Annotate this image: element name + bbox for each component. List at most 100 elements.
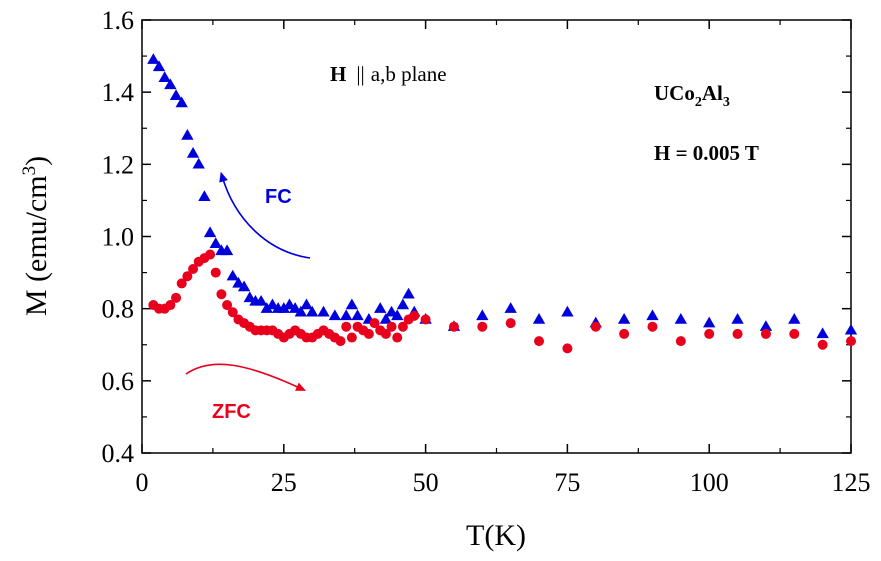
fc-data-point xyxy=(288,302,302,313)
fc-data-point xyxy=(152,60,166,72)
fc-arrow xyxy=(219,171,311,259)
zfc-data-point xyxy=(380,328,391,339)
y-axis-title-main: M (emu/cm xyxy=(20,175,53,316)
fc-data-point xyxy=(759,320,773,331)
zfc-data-point xyxy=(448,321,459,332)
x-tick-label: 50 xyxy=(413,468,439,497)
field-value-label: H = 0.005 T xyxy=(654,141,759,165)
zfc-data-point xyxy=(562,343,573,354)
zfc-data-point xyxy=(732,328,743,339)
x-axis-title: T(K) xyxy=(466,519,526,552)
x-tick-label: 75 xyxy=(554,468,580,497)
x-tick-label: 0 xyxy=(136,468,149,497)
fc-data-point xyxy=(266,298,279,310)
fc-data-point xyxy=(294,305,307,317)
fc-data-point xyxy=(243,291,256,303)
y-tick-label: 0.8 xyxy=(102,295,135,324)
zfc-data-point xyxy=(386,321,397,332)
y-tick-label: 1.0 xyxy=(102,223,135,252)
fc-data-point xyxy=(532,312,546,324)
x-axis-ticks: 0 25 50 75 100 125 xyxy=(136,20,871,497)
zfc-data-point xyxy=(789,328,800,339)
fc-data-point xyxy=(203,226,217,238)
fc-data-point xyxy=(220,244,234,256)
fc-data-point xyxy=(181,128,194,140)
zfc-data-point xyxy=(165,300,176,311)
zfc-arrow xyxy=(185,363,307,391)
fc-data-point xyxy=(385,305,398,317)
fc-data-point xyxy=(232,276,245,288)
fc-data-point xyxy=(351,309,364,321)
zfc-data-point xyxy=(335,336,346,347)
y-tick-label: 0.4 xyxy=(102,439,135,468)
zfc-data-point xyxy=(420,314,431,325)
fc-data-point xyxy=(674,312,688,324)
x-tick-label: 25 xyxy=(271,468,297,497)
fc-data-point xyxy=(340,309,353,321)
zfc-data-point xyxy=(397,321,408,332)
zfc-data-point xyxy=(409,310,420,321)
zfc-data-point xyxy=(369,318,380,329)
fc-data-point xyxy=(283,298,296,310)
zfc-series xyxy=(148,249,856,354)
zfc-data-point xyxy=(216,289,227,300)
fc-data-point xyxy=(844,323,858,335)
zfc-data-point xyxy=(188,263,199,274)
zfc-data-point xyxy=(817,339,828,350)
field-direction-plane: a,b plane xyxy=(371,62,447,86)
zfc-data-point xyxy=(619,328,630,339)
fc-data-point xyxy=(198,190,211,202)
y-axis-title-close: ) xyxy=(20,156,53,166)
x-tick-label: 125 xyxy=(832,468,871,497)
fc-data-point xyxy=(345,298,359,310)
zfc-data-point xyxy=(647,321,658,332)
compound-label: UCo2Al3 xyxy=(654,81,730,110)
fc-data-point xyxy=(328,309,342,321)
fc-data-point xyxy=(147,53,160,64)
y-tick-label: 1.2 xyxy=(102,150,135,179)
fc-data-point xyxy=(305,305,319,317)
zfc-data-point xyxy=(760,328,771,339)
fc-data-point xyxy=(396,298,410,310)
fc-data-point xyxy=(646,309,659,321)
compound-al: Al xyxy=(702,81,723,105)
zfc-data-point xyxy=(363,328,374,339)
fc-data-point xyxy=(226,269,239,281)
compound-sub-3: 3 xyxy=(723,95,730,110)
zfc-data-point xyxy=(534,336,545,347)
fc-series xyxy=(147,53,858,339)
zfc-data-point xyxy=(222,300,233,311)
y-tick-label: 0.6 xyxy=(102,367,135,396)
zfc-data-point xyxy=(210,267,221,278)
fc-data-point xyxy=(277,302,290,313)
fc-data-point xyxy=(617,312,631,324)
y-axis-title: M (emu/cm3) xyxy=(19,156,53,316)
fc-data-point xyxy=(816,327,829,339)
fc-data-point xyxy=(175,96,188,108)
fc-data-point xyxy=(317,305,330,317)
zfc-data-point xyxy=(392,332,403,343)
zfc-data-point xyxy=(704,328,715,339)
fc-data-point xyxy=(169,89,183,100)
fc-data-point xyxy=(192,157,205,169)
plot-frame xyxy=(141,19,852,454)
fc-label: FC xyxy=(265,186,292,208)
field-direction-h: H xyxy=(330,62,346,86)
fc-data-point xyxy=(209,237,222,248)
field-direction-label: H || a,b plane xyxy=(330,62,447,86)
zfc-data-point xyxy=(341,321,352,332)
zfc-data-point xyxy=(675,336,686,347)
fc-data-point xyxy=(186,147,200,158)
x-tick-label: 100 xyxy=(690,468,729,497)
y-tick-label: 1.4 xyxy=(102,78,135,107)
y-axis-title-sup: 3 xyxy=(19,166,40,176)
zfc-data-point xyxy=(590,321,601,332)
fc-data-point xyxy=(379,312,393,324)
fc-data-point xyxy=(164,78,177,90)
fc-data-point xyxy=(391,309,404,321)
fc-data-point xyxy=(703,316,716,328)
fc-data-point xyxy=(788,312,801,324)
zfc-data-point xyxy=(227,307,238,318)
fc-data-point xyxy=(254,294,268,306)
